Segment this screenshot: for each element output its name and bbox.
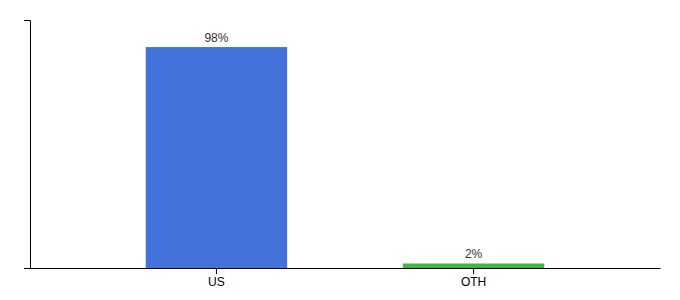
y-axis-line [24, 21, 31, 269]
data-label: 2% [465, 247, 483, 261]
bar [146, 47, 287, 268]
x-tick-mark [216, 268, 217, 274]
plot-area: US OTH 98% 2% [24, 21, 661, 289]
chart: US OTH 98% 2% [0, 0, 680, 300]
x-tick: US [208, 268, 225, 289]
x-tick-label: US [208, 275, 225, 289]
x-tick-label: OTH [461, 275, 486, 289]
bar [403, 263, 544, 268]
x-tick: OTH [461, 268, 486, 289]
data-label: 98% [204, 31, 228, 45]
x-axis-line [31, 268, 661, 269]
bars [146, 47, 545, 268]
x-axis: US OTH [31, 268, 661, 289]
x-tick-mark [473, 268, 474, 274]
y-axis [24, 21, 31, 269]
data-labels: 98% 2% [204, 31, 482, 261]
